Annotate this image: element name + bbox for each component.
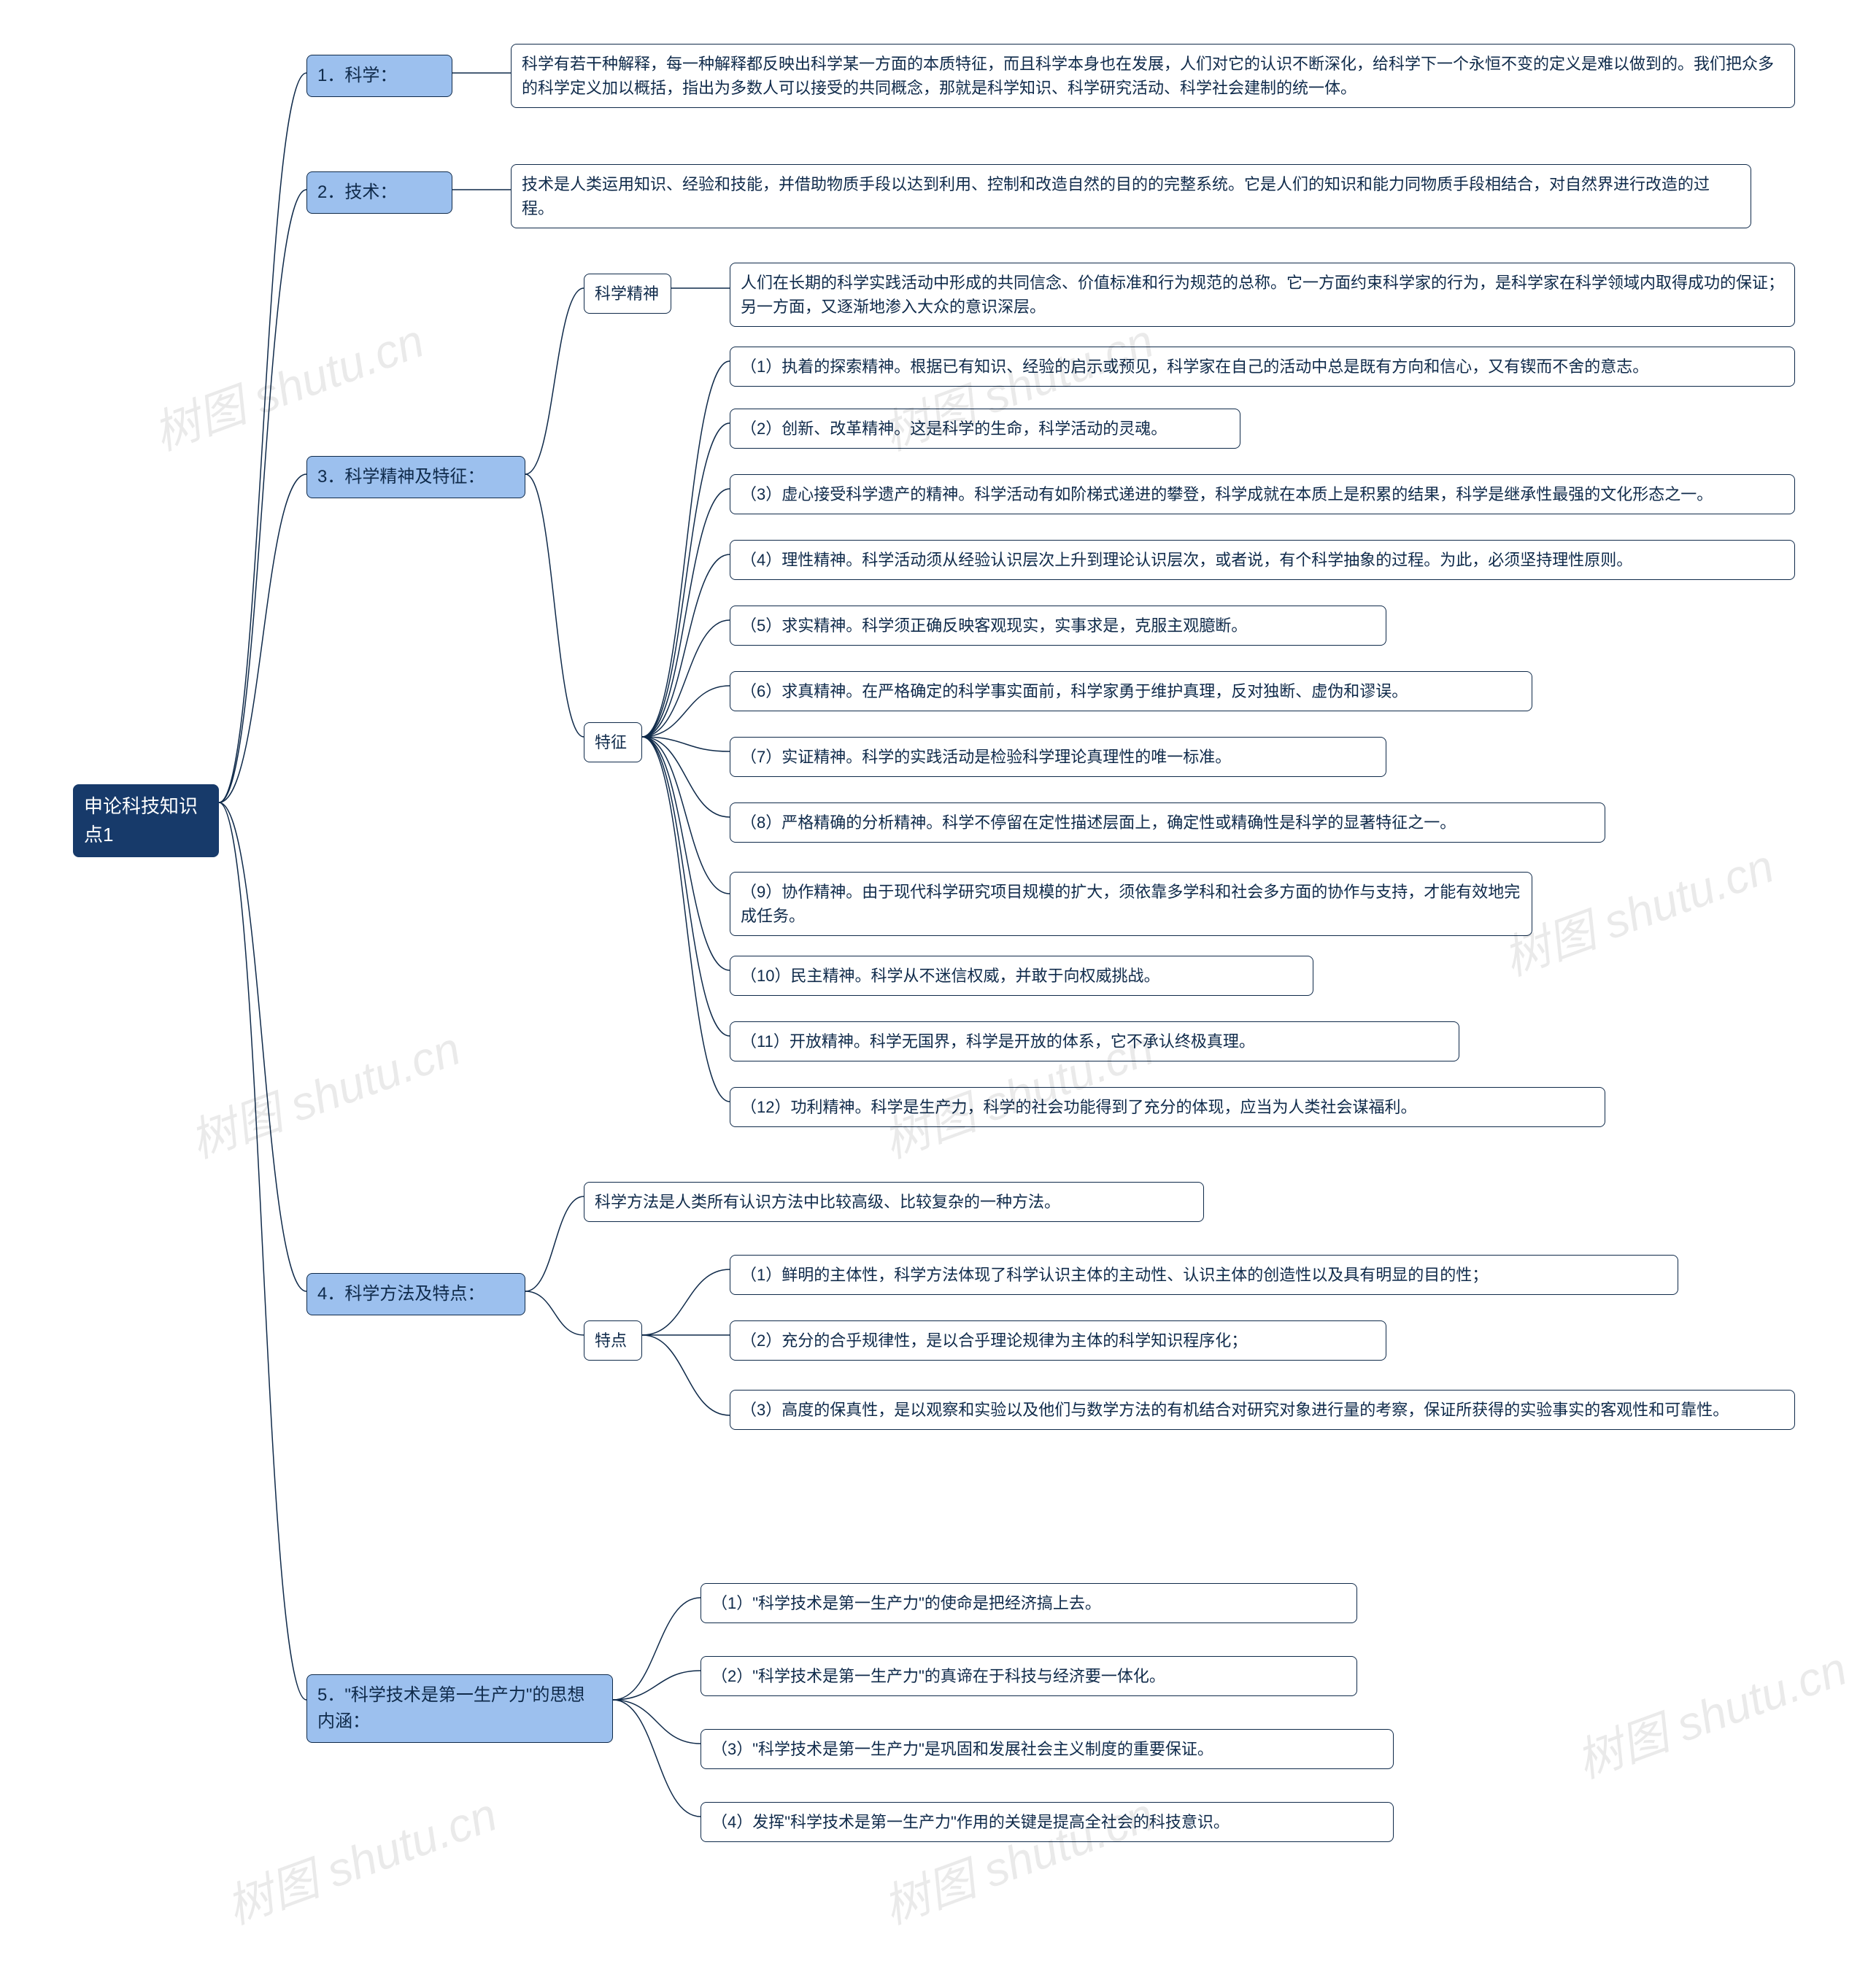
branch-productivity: 5．"科学技术是第一生产力"的思想内涵： xyxy=(306,1674,613,1743)
branch-label: 4．科学方法及特点： xyxy=(317,1284,485,1304)
leaf-text: （3）"科学技术是第一生产力"是巩固和发展社会主义制度的重要保证。 xyxy=(711,1740,1213,1758)
leaf-text: （3）虚心接受科学遗产的精神。科学活动有如阶梯式递进的攀登，科学成就在本质上是积… xyxy=(741,485,1713,503)
branch-label: 2．技术： xyxy=(317,182,397,202)
leaf-text: 技术是人类运用知识、经验和技能，并借助物质手段以达到利用、控制和改造自然的目的的… xyxy=(522,175,1710,217)
hub-method-features: 特点 xyxy=(584,1320,642,1361)
leaf-feature-12: （12）功利精神。科学是生产力，科学的社会功能得到了充分的体现，应当为人类社会谋… xyxy=(730,1087,1605,1127)
leaf-text: （4）发挥"科学技术是第一生产力"作用的关键是提高全社会的科技意识。 xyxy=(711,1813,1230,1831)
leaf-prod-4: （4）发挥"科学技术是第一生产力"作用的关键是提高全社会的科技意识。 xyxy=(700,1802,1394,1842)
branch-technology: 2．技术： xyxy=(306,171,452,214)
leaf-feature-2: （2）创新、改革精神。这是科学的生命，科学活动的灵魂。 xyxy=(730,409,1240,449)
hub-label: 特点 xyxy=(595,1331,627,1350)
root-node: 申论科技知识点1 xyxy=(73,784,219,857)
leaf-science-def: 科学有若干种解释，每一种解释都反映出科学某一方面的本质特征，而且科学本身也在发展… xyxy=(511,44,1795,108)
leaf-text: （7）实证精神。科学的实践活动是检验科学理论真理性的唯一标准。 xyxy=(741,748,1231,766)
leaf-text: （8）严格精确的分析精神。科学不停留在定性描述层面上，确定性或精确性是科学的显著… xyxy=(741,813,1456,832)
leaf-text: （2）"科学技术是第一生产力"的真谛在于科技与经济要一体化。 xyxy=(711,1667,1165,1685)
leaf-prod-1: （1）"科学技术是第一生产力"的使命是把经济搞上去。 xyxy=(700,1583,1357,1623)
leaf-feature-11: （11）开放精神。科学无国界，科学是开放的体系，它不承认终极真理。 xyxy=(730,1021,1459,1061)
leaf-text: （3）高度的保真性，是以观察和实验以及他们与数学方法的有机结合对研究对象进行量的… xyxy=(741,1401,1729,1419)
leaf-text: （2）创新、改革精神。这是科学的生命，科学活动的灵魂。 xyxy=(741,419,1167,438)
watermark: 树图 shutu.cn xyxy=(1566,1631,1855,1791)
hub-label: 特征 xyxy=(595,733,627,751)
leaf-method-3: （3）高度的保真性，是以观察和实验以及他们与数学方法的有机结合对研究对象进行量的… xyxy=(730,1390,1795,1430)
leaf-feature-7: （7）实证精神。科学的实践活动是检验科学理论真理性的唯一标准。 xyxy=(730,737,1386,777)
leaf-text: （2）充分的合乎规律性，是以合乎理论规律为主体的科学知识程序化； xyxy=(741,1331,1247,1350)
leaf-prod-2: （2）"科学技术是第一生产力"的真谛在于科技与经济要一体化。 xyxy=(700,1656,1357,1696)
leaf-text: （5）求实精神。科学须正确反映客观现实，实事求是，克服主观臆断。 xyxy=(741,616,1247,635)
leaf-method-1: （1）鲜明的主体性，科学方法体现了科学认识主体的主动性、认识主体的创造性以及具有… xyxy=(730,1255,1678,1295)
leaf-text: （9）协作精神。由于现代科学研究项目规模的扩大，须依靠多学科和社会多方面的协作与… xyxy=(741,883,1520,925)
hub-label: 科学精神 xyxy=(595,285,659,303)
hub-features: 特征 xyxy=(584,722,642,762)
leaf-text: （10）民主精神。科学从不迷信权威，并敢于向权威挑战。 xyxy=(741,967,1159,985)
leaf-method-def: 科学方法是人类所有认识方法中比较高级、比较复杂的一种方法。 xyxy=(584,1182,1204,1222)
watermark: 树图 shutu.cn xyxy=(180,1011,468,1171)
leaf-text: 人们在长期的科学实践活动中形成的共同信念、价值标准和行为规范的总称。它一方面约束… xyxy=(741,274,1784,316)
leaf-text: （1）执着的探索精神。根据已有知识、经验的启示或预见，科学家在自己的活动中总是既… xyxy=(741,357,1648,376)
leaf-text: （1）"科学技术是第一生产力"的使命是把经济搞上去。 xyxy=(711,1594,1101,1612)
leaf-text: （12）功利精神。科学是生产力，科学的社会功能得到了充分的体现，应当为人类社会谋… xyxy=(741,1098,1416,1116)
leaf-feature-6: （6）求真精神。在严格确定的科学事实面前，科学家勇于维护真理，反对独断、虚伪和谬… xyxy=(730,671,1532,711)
leaf-feature-4: （4）理性精神。科学活动须从经验认识层次上升到理论认识层次，或者说，有个科学抽象… xyxy=(730,540,1795,580)
leaf-text: （11）开放精神。科学无国界，科学是开放的体系，它不承认终极真理。 xyxy=(741,1032,1255,1051)
watermark: 树图 shutu.cn xyxy=(216,1777,505,1937)
leaf-method-2: （2）充分的合乎规律性，是以合乎理论规律为主体的科学知识程序化； xyxy=(730,1320,1386,1361)
leaf-text: （4）理性精神。科学活动须从经验认识层次上升到理论认识层次，或者说，有个科学抽象… xyxy=(741,551,1632,569)
branch-label: 5．"科学技术是第一生产力"的思想内涵： xyxy=(317,1685,584,1731)
watermark: 树图 shutu.cn xyxy=(1493,829,1782,989)
mindmap-canvas: 申论科技知识点1 1．科学： 科学有若干种解释，每一种解释都反映出科学某一方面的… xyxy=(0,0,1868,1988)
leaf-feature-8: （8）严格精确的分析精神。科学不停留在定性描述层面上，确定性或精确性是科学的显著… xyxy=(730,802,1605,843)
leaf-feature-5: （5）求实精神。科学须正确反映客观现实，实事求是，克服主观臆断。 xyxy=(730,606,1386,646)
leaf-text: （1）鲜明的主体性，科学方法体现了科学认识主体的主动性、认识主体的创造性以及具有… xyxy=(741,1266,1488,1284)
leaf-spirit-def: 人们在长期的科学实践活动中形成的共同信念、价值标准和行为规范的总称。它一方面约束… xyxy=(730,263,1795,327)
leaf-feature-9: （9）协作精神。由于现代科学研究项目规模的扩大，须依靠多学科和社会多方面的协作与… xyxy=(730,872,1532,936)
leaf-feature-10: （10）民主精神。科学从不迷信权威，并敢于向权威挑战。 xyxy=(730,956,1313,996)
leaf-prod-3: （3）"科学技术是第一生产力"是巩固和发展社会主义制度的重要保证。 xyxy=(700,1729,1394,1769)
branch-label: 3．科学精神及特征： xyxy=(317,467,485,487)
leaf-feature-3: （3）虚心接受科学遗产的精神。科学活动有如阶梯式递进的攀登，科学成就在本质上是积… xyxy=(730,474,1795,514)
branch-spirit: 3．科学精神及特征： xyxy=(306,456,525,498)
leaf-feature-1: （1）执着的探索精神。根据已有知识、经验的启示或预见，科学家在自己的活动中总是既… xyxy=(730,347,1795,387)
branch-science: 1．科学： xyxy=(306,55,452,97)
leaf-text: 科学方法是人类所有认识方法中比较高级、比较复杂的一种方法。 xyxy=(595,1193,1060,1211)
hub-spirit: 科学精神 xyxy=(584,274,671,314)
root-label: 申论科技知识点1 xyxy=(84,795,198,846)
branch-method: 4．科学方法及特点： xyxy=(306,1273,525,1315)
leaf-text: （6）求真精神。在严格确定的科学事实面前，科学家勇于维护真理，反对独断、虚伪和谬… xyxy=(741,682,1408,700)
leaf-technology-def: 技术是人类运用知识、经验和技能，并借助物质手段以达到利用、控制和改造自然的目的的… xyxy=(511,164,1751,228)
watermark: 树图 shutu.cn xyxy=(143,303,432,463)
leaf-text: 科学有若干种解释，每一种解释都反映出科学某一方面的本质特征，而且科学本身也在发展… xyxy=(522,55,1774,97)
branch-label: 1．科学： xyxy=(317,66,397,85)
